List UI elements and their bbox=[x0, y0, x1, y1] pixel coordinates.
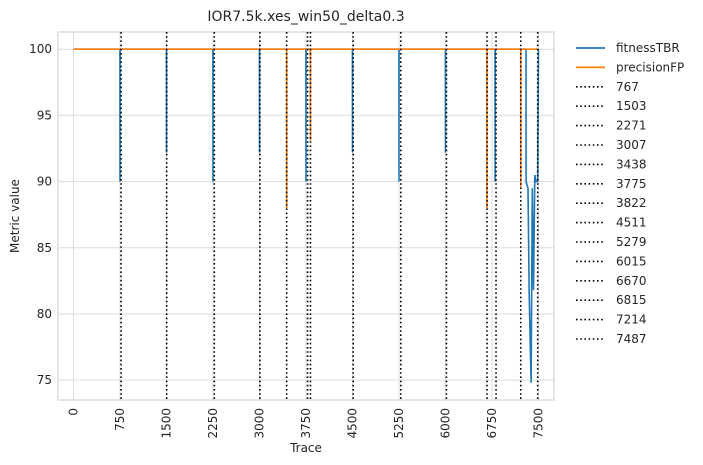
legend-label: 6815 bbox=[616, 293, 647, 307]
x-tick-label: 6750 bbox=[485, 408, 499, 439]
legend-label: 6015 bbox=[616, 254, 647, 268]
x-tick-label: 3750 bbox=[299, 408, 313, 439]
legend-label: 3438 bbox=[616, 157, 647, 171]
x-tick-label: 1500 bbox=[160, 408, 174, 439]
legend-label: 2271 bbox=[616, 119, 647, 133]
y-tick-labels: 75 80 85 90 95 100 bbox=[29, 42, 52, 387]
legend-label: fitnessTBR bbox=[616, 41, 680, 55]
x-tick-label: 6000 bbox=[439, 408, 453, 439]
y-tick-label: 85 bbox=[37, 241, 52, 255]
legend-label: 3775 bbox=[616, 177, 647, 191]
legend-label: 5279 bbox=[616, 235, 647, 249]
x-tick-label: 2250 bbox=[206, 408, 220, 439]
vertical-marker-lines bbox=[120, 32, 539, 400]
legend-label: 7487 bbox=[616, 332, 647, 346]
legend-label: 1503 bbox=[616, 99, 647, 113]
legend-label: 3007 bbox=[616, 138, 647, 152]
legend-label: 4511 bbox=[616, 216, 647, 230]
y-tick-label: 80 bbox=[37, 307, 52, 321]
y-axis-label: Metric value bbox=[8, 179, 22, 253]
x-tick-label: 0 bbox=[67, 408, 81, 416]
legend-label: 7214 bbox=[616, 313, 647, 327]
y-tick-label: 75 bbox=[37, 373, 52, 387]
x-tick-label: 7500 bbox=[532, 408, 546, 439]
legend-label: 767 bbox=[616, 80, 639, 94]
legend-label: precisionFP bbox=[616, 60, 684, 74]
x-tick-label: 3000 bbox=[253, 408, 267, 439]
legend-label: 3822 bbox=[616, 196, 647, 210]
series-line-precisionFP bbox=[73, 48, 539, 209]
x-tick-label: 750 bbox=[113, 408, 127, 431]
y-tick-label: 90 bbox=[37, 175, 52, 189]
y-tick-label: 100 bbox=[29, 42, 52, 56]
legend: fitnessTBR precisionFP 767 1503 2271 3007 3438… bbox=[576, 41, 684, 346]
plot-frame bbox=[57, 31, 555, 401]
x-tick-label: 5250 bbox=[392, 408, 406, 439]
x-tick-labels: 0 750 1500 2250 3000 3750 4500 5250 6000 6750 7500 bbox=[67, 408, 546, 439]
x-axis-label: Trace bbox=[289, 441, 322, 455]
y-tick-label: 95 bbox=[37, 108, 52, 122]
x-tick-label: 4500 bbox=[346, 408, 360, 439]
series-lines bbox=[73, 48, 540, 383]
legend-label: 6670 bbox=[616, 274, 647, 288]
chart-title: IOR7.5k.xes_win50_delta0.3 bbox=[207, 9, 404, 25]
